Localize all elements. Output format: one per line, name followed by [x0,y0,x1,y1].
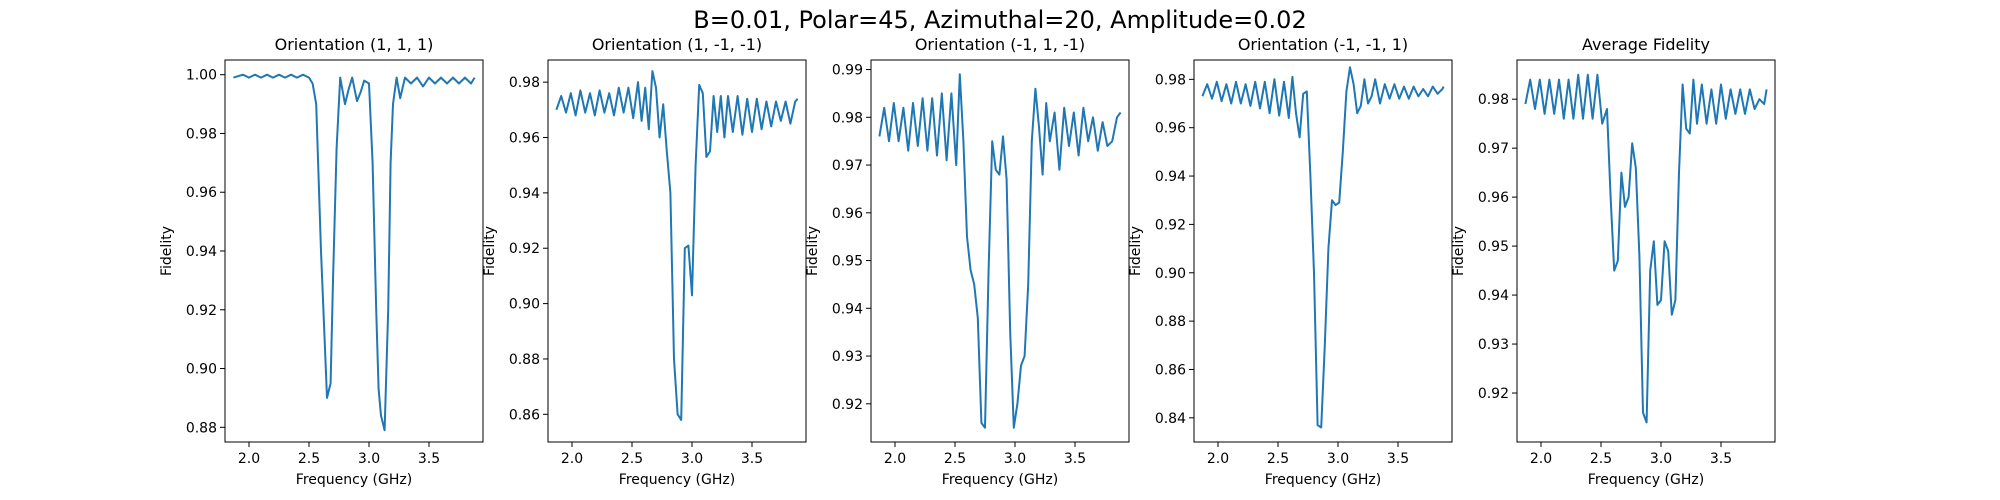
chart-panel-1: Orientation (1, 1, 1) 2.0 2.5 3.0 3.5 0.88 0.9… [159,35,484,488]
panel-title: Average Fidelity [1582,35,1710,54]
y-tick-label: 0.98 [1478,92,1509,108]
y-tick-label: 0.98 [832,110,863,126]
panel-title: Orientation (-1, 1, -1) [915,35,1085,54]
x-tick-label: 3.5 [1710,451,1732,467]
y-tick-label: 0.84 [1155,411,1186,427]
x-tick-label: 3.0 [1004,451,1026,467]
y-tick-label: 0.92 [1478,386,1509,402]
y-tick-label: 0.96 [1478,190,1509,206]
y-tick-label: 0.94 [509,186,540,202]
chart-panel-2: Orientation (1, -1, -1) 2.0 2.5 3.0 3.5 0.86 0… [482,35,807,488]
y-tick-label: 0.99 [832,63,863,79]
y-tick-label: 0.98 [509,75,540,91]
x-tick-label: 2.5 [1590,451,1612,467]
y-axis-label: Fidelity [1128,226,1144,276]
x-tick-label: 3.5 [741,451,763,467]
y-tick-label: 0.97 [832,158,863,174]
x-axis-label: Frequency (GHz) [296,472,412,488]
plot-frame [547,59,807,443]
plot-frame [870,59,1130,443]
panel-title: Orientation (-1, -1, 1) [1238,35,1408,54]
x-tick-label: 3.0 [358,451,380,467]
panel-title: Orientation (1, -1, -1) [592,35,762,54]
x-tick-label: 3.5 [1387,451,1409,467]
x-axis-label: Frequency (GHz) [942,472,1058,488]
x-axis-label: Frequency (GHz) [1265,472,1381,488]
figure-title: B=0.01, Polar=45, Azimuthal=20, Amplitud… [693,6,1307,34]
y-tick-label: 0.95 [1478,239,1509,255]
chart-panel-3: Orientation (-1, 1, -1) 2.0 2.5 3.0 3.5 0.92 0… [805,35,1130,488]
x-axis-label: Frequency (GHz) [1588,472,1704,488]
series-line [878,73,1122,429]
y-tick-label: 0.92 [832,397,863,413]
y-tick-label: 0.96 [186,185,217,201]
y-tick-label: 0.94 [186,244,217,260]
y-tick-label: 0.92 [1155,217,1186,233]
x-tick-label: 2.5 [621,451,643,467]
y-tick-label: 0.96 [509,131,540,147]
y-tick-label: 0.93 [1478,337,1509,353]
y-tick-label: 0.98 [186,126,217,142]
y-tick-label: 0.88 [509,352,540,368]
y-axis-label: Fidelity [159,226,175,276]
y-tick-label: 0.86 [1155,362,1186,378]
y-tick-label: 0.88 [186,420,217,436]
panel-title: Orientation (1, 1, 1) [275,35,434,54]
y-tick-label: 1.00 [186,68,217,84]
y-tick-label: 0.95 [832,254,863,270]
x-tick-label: 2.0 [238,451,260,467]
x-tick-label: 2.0 [561,451,583,467]
x-tick-label: 3.5 [418,451,440,467]
x-axis-label: Frequency (GHz) [619,472,735,488]
series-line [233,73,476,432]
x-tick-label: 2.5 [1267,451,1289,467]
y-tick-label: 0.92 [186,303,217,319]
y-tick-label: 0.96 [832,206,863,222]
y-axis-label: Fidelity [1451,226,1467,276]
x-tick-label: 3.5 [1064,451,1086,467]
x-tick-label: 2.0 [1207,451,1229,467]
y-tick-label: 0.97 [1478,141,1509,157]
y-axis-label: Fidelity [805,226,821,276]
y-tick-label: 0.90 [509,297,540,313]
y-tick-label: 0.94 [1478,288,1509,304]
x-tick-label: 3.0 [1650,451,1672,467]
series-line [1524,73,1768,424]
y-tick-label: 0.94 [832,301,863,317]
y-tick-label: 0.93 [832,349,863,365]
plot-frame [1516,59,1776,443]
y-tick-label: 0.94 [1155,169,1186,185]
chart-panel-4: Orientation (-1, -1, 1) 2.0 2.5 3.0 3.5 0.84 0… [1128,35,1453,488]
y-tick-label: 0.86 [509,407,540,423]
series-line [1201,66,1445,429]
series-line [555,70,799,421]
y-tick-label: 0.98 [1155,72,1186,88]
x-tick-label: 2.5 [298,451,320,467]
y-axis-label: Fidelity [482,226,498,276]
x-tick-label: 3.0 [1327,451,1349,467]
plot-frame [224,59,484,443]
y-tick-label: 0.90 [186,362,217,378]
chart-panel-5: Average Fidelity 2.0 2.5 3.0 3.5 0.92 0.93 0.94… [1451,35,1776,488]
x-tick-label: 3.0 [681,451,703,467]
y-tick-label: 0.92 [509,241,540,257]
x-tick-label: 2.0 [1530,451,1552,467]
x-tick-label: 2.0 [884,451,906,467]
y-tick-label: 0.96 [1155,121,1186,137]
y-tick-label: 0.90 [1155,266,1186,282]
x-tick-label: 2.5 [944,451,966,467]
y-tick-label: 0.88 [1155,314,1186,330]
